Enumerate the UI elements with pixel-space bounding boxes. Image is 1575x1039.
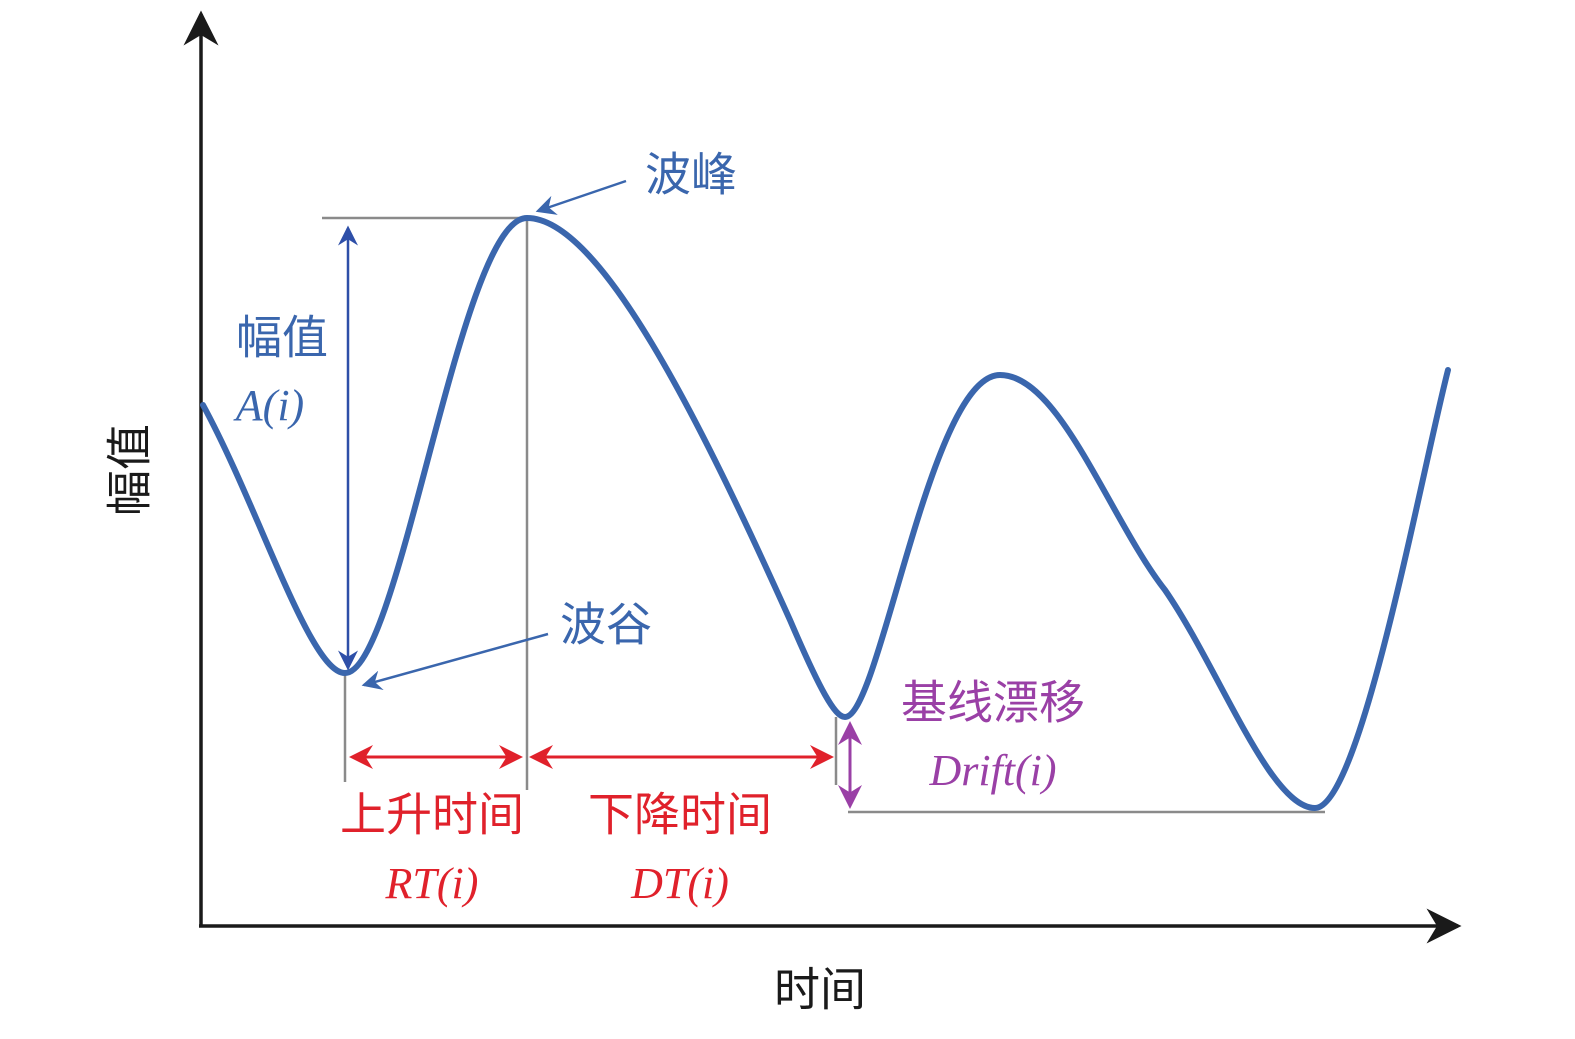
rise-time-symbol: RT(i): [385, 859, 479, 908]
trough-label: 波谷: [560, 600, 652, 651]
y-axis-label: 幅值: [105, 424, 156, 516]
drift-label: 基线漂移: [901, 678, 1085, 729]
drift-symbol: Drift(i): [928, 746, 1056, 795]
amplitude-label: 幅值: [236, 313, 328, 364]
fall-time-label: 下降时间: [588, 790, 772, 841]
amplitude-symbol: A(i): [233, 381, 304, 430]
waveform: [200, 214, 1451, 812]
peak-label: 波峰: [645, 150, 737, 201]
x-axis-label: 时间: [774, 965, 866, 1016]
fall-time-symbol: DT(i): [630, 859, 729, 908]
rise-time-label: 上升时间: [340, 790, 524, 841]
peak-pointer: [535, 179, 627, 215]
trough-pointer: [361, 632, 549, 690]
